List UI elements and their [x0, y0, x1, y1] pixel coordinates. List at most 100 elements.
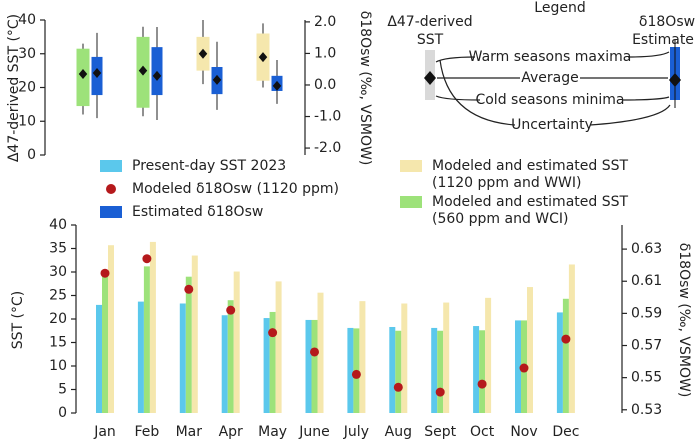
tick-label: 15 — [49, 335, 67, 351]
bar — [515, 320, 521, 413]
bar — [527, 287, 533, 413]
tick-label: 2.0 — [314, 14, 336, 30]
tick-label: 0.63 — [631, 241, 662, 257]
point — [519, 363, 529, 373]
point — [393, 382, 403, 392]
bar — [149, 241, 156, 413]
tick-label: 40 — [49, 217, 67, 233]
axis-label: SST (°C) — [10, 291, 26, 349]
bar — [443, 302, 450, 413]
bar — [485, 297, 492, 413]
point — [435, 387, 445, 397]
x-tick-label: May — [258, 424, 287, 440]
bar — [568, 264, 575, 413]
inset-item: Cold seasons minima — [475, 92, 624, 108]
bar — [96, 304, 102, 413]
bar — [395, 330, 402, 413]
bar — [359, 301, 366, 413]
point — [184, 284, 194, 294]
mean-marker — [92, 67, 102, 78]
tick-label: -1.0 — [314, 109, 341, 125]
axis-label: δ18Osw (‰, VSMOW) — [676, 243, 692, 398]
bar — [179, 303, 186, 413]
point — [477, 379, 487, 389]
bar — [473, 326, 480, 413]
tick-label: 0.61 — [631, 273, 662, 289]
tick-label: 0.59 — [631, 305, 662, 321]
point — [351, 369, 361, 379]
x-tick-label: July — [343, 424, 369, 440]
x-tick-label: Nov — [510, 424, 537, 440]
bar — [401, 303, 408, 413]
x-tick-label: Dec — [552, 424, 579, 440]
point — [310, 347, 319, 357]
mean-marker — [152, 70, 162, 81]
tick-label: 30 — [49, 264, 67, 280]
bar — [137, 301, 144, 413]
tick-label: 0 — [27, 147, 36, 163]
inset-legend: Legend Δ47-derived SST δ18Osw Estimate W… — [387, 0, 695, 133]
mean-marker — [272, 80, 282, 91]
point — [226, 305, 236, 315]
inset-connector — [435, 51, 670, 63]
tick-label: 30 — [18, 46, 36, 62]
inset-item: Warm seasons maxima — [469, 49, 632, 65]
bar — [269, 311, 276, 413]
point — [561, 334, 571, 344]
inset-item: Average — [521, 70, 579, 86]
bar — [263, 318, 270, 413]
x-tick-label: Feb — [135, 424, 160, 440]
bar — [227, 300, 234, 413]
axis-label: δ18Osw (‰, VSMOW) — [357, 11, 373, 166]
bar — [431, 327, 438, 413]
bar — [437, 330, 444, 413]
tick-label: 0.0 — [314, 77, 336, 93]
x-tick-label: Oct — [470, 424, 495, 440]
mean-marker — [138, 65, 148, 76]
bar — [221, 315, 228, 413]
x-tick-label: Sept — [424, 424, 456, 440]
tick-label: 35 — [49, 241, 67, 257]
inset-right-label: δ18Osw — [639, 14, 695, 30]
inset-sst-mean — [424, 71, 436, 85]
bar — [233, 271, 240, 413]
axis-label: Δ47-derived SST (°C) — [6, 14, 22, 162]
x-tick-label: Aug — [385, 424, 412, 440]
tick-label: 20 — [49, 311, 67, 327]
mean-marker — [198, 48, 208, 59]
bar — [479, 330, 486, 413]
inset-connector — [439, 59, 671, 126]
bar — [347, 327, 354, 413]
point — [268, 328, 278, 338]
inset-left-label: SST — [417, 32, 444, 48]
bar — [556, 312, 563, 413]
tick-label: 10 — [18, 113, 36, 129]
bar — [562, 298, 569, 413]
tick-label: 5 — [58, 382, 67, 398]
bar — [143, 266, 150, 413]
tick-label: 40 — [18, 12, 36, 28]
tick-label: 25 — [49, 288, 67, 304]
tick-label: 0.55 — [631, 370, 662, 386]
x-tick-label: Apr — [219, 424, 243, 440]
inset-title: Legend — [534, 0, 585, 16]
mean-marker — [78, 69, 88, 79]
inset-connector — [435, 95, 670, 101]
bar — [185, 276, 192, 413]
x-tick-label: June — [298, 424, 330, 440]
x-tick-label: Mar — [176, 424, 203, 440]
tick-label: 0 — [58, 405, 67, 421]
point — [100, 268, 110, 278]
bar — [317, 292, 324, 413]
tick-label: 10 — [49, 358, 67, 374]
tick-label: 0.57 — [631, 338, 662, 354]
bar — [102, 272, 108, 413]
bar — [311, 319, 318, 413]
inset-left-label: Δ47-derived — [387, 14, 472, 30]
bar — [305, 319, 312, 413]
bar — [275, 281, 282, 413]
mean-marker — [258, 52, 268, 63]
tick-label: -2.0 — [314, 140, 341, 156]
